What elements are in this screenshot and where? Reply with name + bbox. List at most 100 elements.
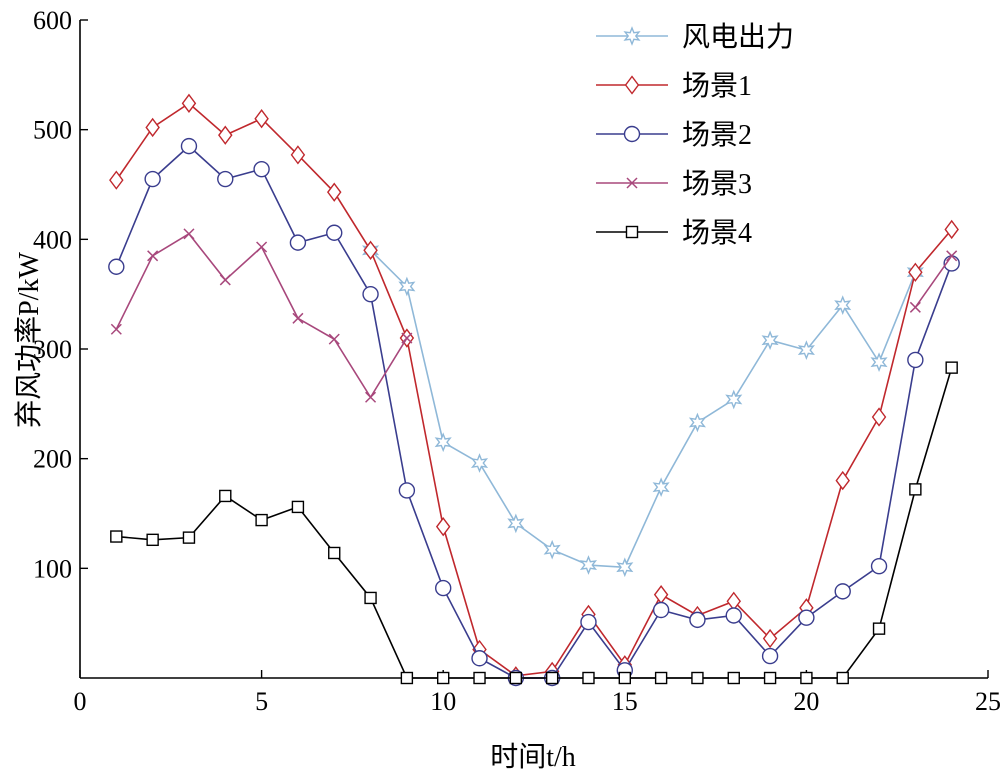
y-tick-label: 200 (33, 445, 72, 474)
series-line (115, 232, 953, 399)
axes-frame (79, 20, 988, 679)
data-point (761, 647, 779, 665)
data-point (110, 530, 123, 543)
data-point (625, 225, 639, 239)
data-point (800, 671, 813, 685)
data-point (401, 332, 413, 344)
data-point (183, 228, 195, 240)
data-point (363, 240, 378, 260)
series-2 (109, 93, 959, 686)
data-point (109, 170, 124, 190)
data-point (180, 137, 198, 155)
data-point (871, 407, 887, 427)
data-point (834, 295, 852, 316)
series-line (115, 102, 953, 677)
data-point (289, 234, 307, 251)
data-point (654, 671, 668, 685)
data-point (398, 276, 416, 297)
y-tick-label: 500 (33, 116, 72, 145)
x-tick-label: 5 (255, 687, 268, 716)
data-point (145, 117, 160, 138)
data-point (835, 470, 850, 491)
data-point (727, 671, 740, 685)
data-point (944, 219, 959, 240)
data-point (217, 170, 234, 188)
data-point (626, 177, 638, 189)
data-point (473, 671, 486, 685)
series-4 (110, 228, 958, 403)
data-point (870, 352, 888, 373)
axis-ticks: 0 5 10 15 20 25 100 200 300 400 500 600 (33, 6, 1000, 716)
data-point (218, 125, 233, 145)
data-point (182, 531, 196, 544)
data-point (434, 432, 452, 453)
data-point (836, 671, 849, 685)
legend-item: 场景2 (596, 120, 752, 151)
data-point (110, 323, 122, 335)
data-point (326, 224, 343, 241)
legend-label: 场景1 (682, 71, 752, 102)
data-point (364, 591, 377, 605)
data-point (946, 250, 958, 262)
data-point (219, 274, 231, 286)
data-point (509, 671, 523, 685)
data-point (623, 26, 641, 46)
x-tick-label: 10 (430, 687, 456, 716)
data-point (797, 340, 815, 360)
y-tick-label: 300 (33, 335, 72, 364)
data-point (144, 170, 161, 188)
data-point (435, 579, 452, 597)
data-point (653, 584, 669, 605)
data-point (798, 609, 815, 626)
data-point (181, 93, 197, 114)
y-tick-label: 100 (33, 554, 72, 583)
data-point (725, 607, 742, 624)
data-point (945, 361, 958, 374)
data-point (255, 513, 268, 527)
data-point (870, 557, 888, 575)
x-tick-label: 25 (975, 687, 1000, 716)
x-tick-label: 20 (793, 687, 819, 716)
series-line (369, 249, 917, 569)
data-point (398, 482, 416, 499)
data-point (254, 109, 269, 129)
data-point (147, 250, 159, 262)
data-point (688, 412, 706, 433)
data-point (652, 601, 670, 619)
data-point (543, 539, 561, 560)
data-point (291, 500, 305, 514)
legend-item: 场景3 (596, 169, 752, 200)
data-point (652, 477, 670, 498)
data-point (908, 262, 923, 282)
data-point (253, 160, 270, 178)
data-point (763, 671, 777, 685)
x-tick-label: 0 (74, 687, 87, 716)
data-point (579, 555, 598, 575)
data-point (326, 182, 342, 202)
data-point (400, 671, 414, 685)
data-point (362, 285, 379, 303)
data-point (726, 591, 742, 611)
data-point (761, 330, 779, 351)
legend-label: 场景4 (682, 218, 752, 249)
data-point (328, 333, 340, 345)
legend-label: 场景3 (682, 169, 752, 200)
data-point (909, 301, 921, 313)
data-point (219, 489, 232, 503)
data-point (725, 389, 743, 410)
series-line (115, 145, 953, 679)
legend-item: 场景1 (596, 71, 752, 102)
data-point (872, 622, 886, 635)
data-point (328, 546, 341, 560)
data-point (146, 533, 159, 547)
data-point (471, 650, 488, 667)
data-point (108, 258, 125, 275)
data-point (437, 671, 450, 685)
series-3 (108, 137, 960, 687)
data-point (292, 312, 304, 324)
data-point (545, 671, 559, 685)
data-point (909, 483, 922, 496)
data-point (834, 583, 851, 600)
data-point (582, 671, 595, 685)
